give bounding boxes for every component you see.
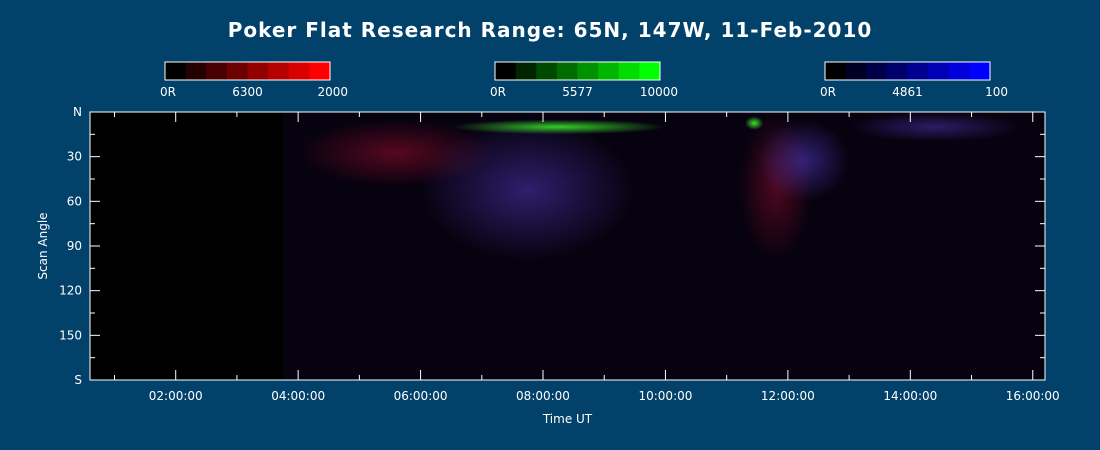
axes-group: 02:00:00 04:00:00 06:00:00 08:00:00 10:00:00… [36,105,1060,426]
colorbar-4861-step [948,62,970,80]
colorbar-5577-step [598,62,620,80]
x-tick-label: 12:00:00 [761,389,815,403]
y-tick-label: 120 [59,284,82,298]
colorbar-6300-name-label: 6300 [232,85,263,99]
colorbar-5577-step [495,62,517,80]
x-tick-label: 14:00:00 [883,389,937,403]
y-tick-label: 150 [59,328,82,342]
colorbar-4861-max-label: 100 [985,85,1008,99]
x-tick-label: 10:00:00 [638,389,692,403]
emission-blue-feature [757,119,850,202]
colorbar-6300-step [165,62,187,80]
x-axis-label: Time UT [542,412,593,426]
colorbar-4861-name-label: 4861 [892,85,923,99]
colorbar-4861-step [866,62,888,80]
colorbar-4861-step [969,62,991,80]
x-tick-label: 04:00:00 [271,389,325,403]
colorbar-5577-step [536,62,558,80]
emission-blue-feature [420,119,635,261]
x-tick-label: 06:00:00 [394,389,448,403]
colorbar-6300-step [226,62,248,80]
colorbar-4861-frame [824,61,991,81]
colorbar-4861-step [907,62,929,80]
colorbar-5577-step [515,62,537,80]
colorbar-6300-step [268,62,290,80]
y-tick-label: 30 [67,150,82,164]
x-tick-label: 08:00:00 [516,389,570,403]
colorbar-5577-min-label: 0R [490,85,506,99]
colorbar-5577-frame [494,61,661,81]
emission-green-feature [451,119,666,135]
colorbar-group: 0R 6300 2000 0R 5577 10000 0R 4861 100 [160,61,1008,99]
colorbar-4861-step [886,62,908,80]
y-axis-label: Scan Angle [36,212,50,279]
emission-green-feature [745,116,764,130]
y-tick-label: 90 [67,239,82,253]
colorbar-6300-step [206,62,228,80]
colorbar-5577-step [556,62,578,80]
colorbar-4861-min-label: 0R [820,85,836,99]
colorbar-6300-frame [164,61,331,81]
colorbar-6300-step [309,62,331,80]
colorbar-5577-step [639,62,661,80]
emission-blue-feature [849,112,1021,142]
colorbar-5577-name-label: 5577 [562,85,593,99]
plot-area [90,112,1045,380]
colorbar-5577-step [618,62,640,80]
y-tick-label: S [74,373,82,387]
colorbar-6300-min-label: 0R [160,85,176,99]
colorbar-4861-step [845,62,867,80]
colorbar-6300-step [247,62,269,80]
colorbar-5577-step [577,62,599,80]
colorbar-6300-step [288,62,310,80]
colorbar-6300-max-label: 2000 [317,85,348,99]
y-tick-label: 60 [67,194,82,208]
colorbar-6300-step [185,62,207,80]
chart-title: Poker Flat Research Range: 65N, 147W, 11… [227,18,873,42]
data-layer [282,112,1045,380]
y-tick-label: N [73,105,82,119]
x-tick-label: 02:00:00 [149,389,203,403]
colorbar-4861-step [928,62,950,80]
x-tick-label: 16:00:00 [1006,389,1060,403]
colorbar-4861-step [825,62,847,80]
colorbar-5577-max-label: 10000 [640,85,678,99]
